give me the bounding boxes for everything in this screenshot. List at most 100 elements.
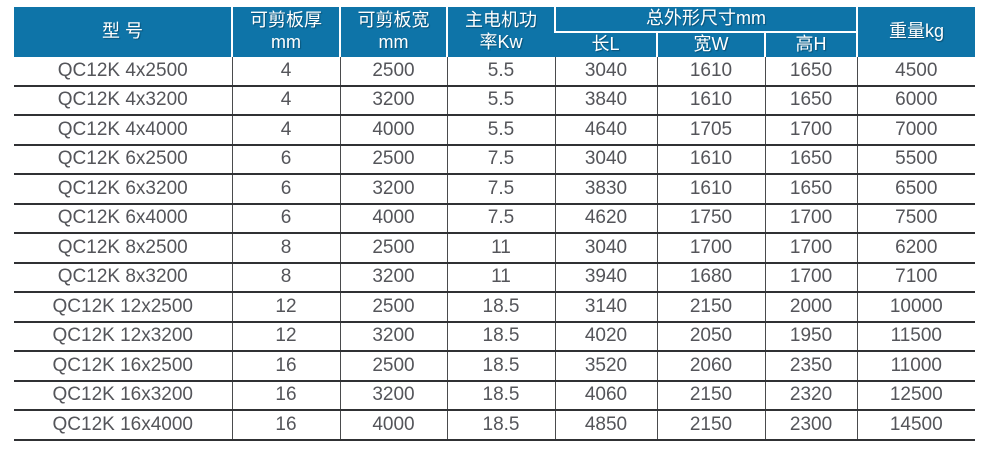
spec-table-container: 型 号 可剪板厚 mm 可剪板宽 mm 主电机功 率Kw 总外形尺寸mm [14,7,976,441]
value-cell: 2300 [764,409,858,441]
table-row: QC12K 4x2500 4 2500 5.5 3040 1610 1650 4500 [14,57,976,86]
table-row: QC12K 16x2500 16 2500 18.5 3520 2060 2350 11000 [14,350,976,381]
value-cell: 3940 [554,261,657,292]
value-cell: 4 [231,114,340,145]
value-cell: 2500 [339,350,447,381]
value-cell: 2060 [656,350,765,381]
value-cell: 1610 [656,84,765,115]
value-cell: 11 [446,261,555,292]
header-thickness-line1: 可剪板厚 [250,10,322,31]
header-motor-power-line2: 率Kw [479,32,523,52]
model-cell: QC12K 4x3200 [14,84,232,115]
model-cell: QC12K 12x3200 [14,320,232,351]
value-cell: 16 [231,409,340,441]
value-cell: 4000 [339,409,447,441]
value-cell: 1650 [764,173,858,204]
value-cell: 1650 [764,57,858,86]
value-cell: 14500 [856,409,976,441]
value-cell: 7000 [856,114,976,145]
header-thickness-line2: mm [271,32,301,52]
value-cell: 5.5 [446,57,555,86]
value-cell: 11000 [856,350,976,381]
value-cell: 4060 [554,379,657,410]
value-cell: 7.5 [446,202,555,233]
value-cell: 3200 [339,84,447,115]
value-cell: 1680 [656,261,765,292]
value-cell: 4020 [554,320,657,351]
value-cell: 4500 [856,57,976,86]
value-cell: 4620 [554,202,657,233]
header-dim-height: 高H [763,32,858,57]
value-cell: 1700 [764,114,858,145]
header-model: 型 号 [14,7,232,57]
table-row: QC12K 6x2500 6 2500 7.5 3040 1610 1650 5500 [14,143,976,174]
value-cell: 5.5 [446,84,555,115]
value-cell: 3040 [554,143,657,174]
value-cell: 1650 [764,84,858,115]
value-cell: 4000 [339,114,447,145]
value-cell: 12 [231,320,340,351]
value-cell: 18.5 [446,379,555,410]
value-cell: 2000 [764,291,858,322]
value-cell: 12500 [856,379,976,410]
value-cell: 1610 [656,173,765,204]
header-width: 可剪板宽 mm [339,7,447,57]
spec-table-body: QC12K 4x2500 4 2500 5.5 3040 1610 1650 4500 QC12… [14,57,976,441]
table-row: QC12K 16x4000 16 4000 18.5 4850 2150 2300 14500 [14,409,976,441]
value-cell: 4640 [554,114,657,145]
table-row: QC12K 4x4000 4 4000 5.5 4640 1705 1700 7000 [14,114,976,145]
header-dimensions-group: 总外形尺寸mm [553,7,858,33]
value-cell: 2320 [764,379,858,410]
header-dim-length-label: 长L [591,34,620,55]
value-cell: 6 [231,202,340,233]
value-cell: 1700 [656,232,765,263]
value-cell: 7500 [856,202,976,233]
value-cell: 4000 [339,202,447,233]
value-cell: 2500 [339,57,447,86]
value-cell: 5.5 [446,114,555,145]
value-cell: 8 [231,232,340,263]
model-cell: QC12K 16x4000 [14,409,232,441]
model-cell: QC12K 8x2500 [14,232,232,263]
value-cell: 2500 [339,291,447,322]
value-cell: 11 [446,232,555,263]
value-cell: 2050 [656,320,765,351]
header-thickness: 可剪板厚 mm [231,7,340,57]
table-row: QC12K 16x3200 16 3200 18.5 4060 2150 2320 12500 [14,379,976,410]
table-row: QC12K 8x2500 8 2500 11 3040 1700 1700 6200 [14,232,976,263]
table-row: QC12K 12x3200 12 3200 18.5 4020 2050 1950 11500 [14,320,976,351]
value-cell: 1750 [656,202,765,233]
value-cell: 3200 [339,261,447,292]
value-cell: 1700 [764,202,858,233]
header-width-line2: mm [378,32,409,52]
model-cell: QC12K 12x2500 [14,291,232,322]
value-cell: 3520 [554,350,657,381]
value-cell: 6000 [856,84,976,115]
header-dim-width-label: 宽W [693,34,729,55]
value-cell: 4850 [554,409,657,441]
value-cell: 1610 [656,57,765,86]
header-dim-length: 长L [555,32,657,57]
value-cell: 1610 [656,143,765,174]
value-cell: 2150 [656,379,765,410]
header-model-label: 型 号 [101,21,143,42]
value-cell: 4 [231,84,340,115]
value-cell: 3140 [554,291,657,322]
header-weight-label: 重量kg [889,21,945,42]
value-cell: 3040 [554,232,657,263]
model-cell: QC12K 6x2500 [14,143,232,174]
value-cell: 6200 [856,232,976,263]
value-cell: 3040 [554,57,657,86]
header-width-line1: 可剪板宽 [357,10,430,31]
model-cell: QC12K 16x3200 [14,379,232,410]
value-cell: 1650 [764,143,858,174]
model-cell: QC12K 4x2500 [14,57,232,86]
value-cell: 16 [231,350,340,381]
value-cell: 2500 [339,143,447,174]
value-cell: 16 [231,379,340,410]
value-cell: 5500 [856,143,976,174]
value-cell: 3200 [339,379,447,410]
value-cell: 18.5 [446,291,555,322]
value-cell: 11500 [856,320,976,351]
value-cell: 3200 [339,320,447,351]
